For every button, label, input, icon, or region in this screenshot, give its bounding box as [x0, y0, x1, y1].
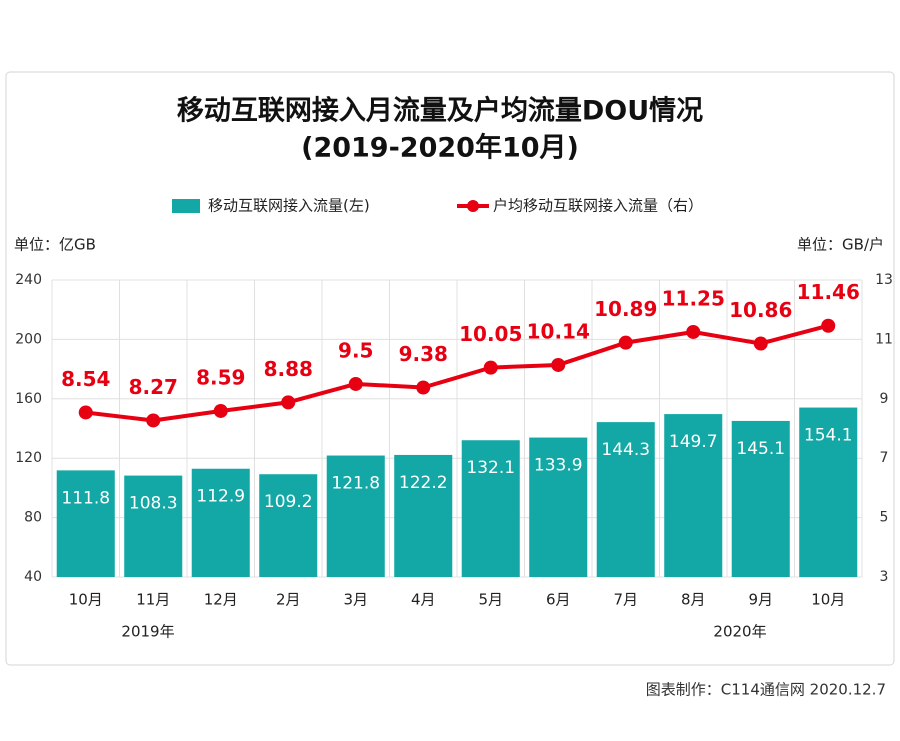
- line-value-label: 10.89: [594, 297, 657, 321]
- x-tick-label: 12月: [204, 591, 238, 609]
- x-tick-label: 8月: [681, 591, 706, 609]
- bar-value-label: 111.8: [61, 488, 110, 508]
- year-label: 2019年: [121, 623, 174, 641]
- bar: [596, 422, 655, 577]
- bar-value-label: 108.3: [129, 494, 178, 514]
- y2-tick-label: 7: [880, 450, 889, 466]
- line-value-label: 11.46: [797, 280, 860, 304]
- y-tick-label: 120: [15, 450, 42, 466]
- chart-title: 移动互联网接入月流量及户均流量DOU情况: [177, 95, 703, 127]
- y-tick-label: 200: [15, 331, 42, 347]
- bar: [664, 414, 723, 577]
- y-tick-label: 40: [24, 569, 42, 585]
- legend-label: 移动互联网接入流量(左): [208, 197, 370, 215]
- line-point: [416, 380, 431, 395]
- x-tick-label: 3月: [343, 591, 368, 609]
- line-value-label: 8.88: [264, 357, 313, 381]
- line-point: [78, 405, 93, 420]
- line-point: [618, 335, 633, 350]
- y2-tick-label: 13: [875, 272, 893, 288]
- bar-value-label: 154.1: [804, 426, 853, 446]
- line-value-label: 10.05: [459, 322, 522, 346]
- legend-swatch: [467, 200, 479, 212]
- line-value-label: 9.5: [338, 338, 373, 362]
- x-tick-label: 4月: [411, 591, 436, 609]
- line-point: [686, 324, 701, 339]
- y2-tick-label: 11: [875, 331, 893, 347]
- bar: [259, 474, 318, 577]
- bar: [56, 470, 115, 577]
- credit: 图表制作：C114通信网 2020.12.7: [646, 681, 886, 699]
- x-tick-label: 2月: [276, 591, 301, 609]
- bar-value-label: 112.9: [196, 487, 245, 507]
- line: [85, 323, 829, 423]
- y2-tick-label: 5: [880, 510, 889, 526]
- x-tick-label: 10月: [811, 591, 845, 609]
- x-tick-label: 9月: [748, 591, 773, 609]
- legend-label: 户均移动互联网接入流量（右）: [493, 197, 703, 215]
- y2-unit: 单位：GB/户: [797, 236, 884, 254]
- x-tick-label: 7月: [613, 591, 638, 609]
- line-point: [146, 413, 161, 428]
- line-value-label: 8.54: [61, 367, 110, 391]
- bar: [529, 437, 588, 577]
- bar-value-label: 109.2: [264, 492, 313, 512]
- y-tick-label: 160: [15, 391, 42, 407]
- line-point: [551, 357, 566, 372]
- bar-value-label: 122.2: [399, 473, 448, 493]
- bar: [191, 468, 250, 577]
- bar: [799, 407, 858, 577]
- bar-value-label: 121.8: [331, 474, 380, 494]
- year-label: 2020年: [713, 623, 766, 641]
- x-tick-label: 10月: [69, 591, 103, 609]
- y-tick-label: 240: [15, 272, 42, 288]
- x-tick-label: 6月: [546, 591, 571, 609]
- line-value-label: 11.25: [662, 286, 725, 310]
- x-tick-label: 11月: [136, 591, 170, 609]
- line-point: [821, 318, 836, 333]
- y2-tick-label: 9: [880, 391, 889, 407]
- bar-value-label: 144.3: [601, 440, 650, 460]
- line-value-label: 10.86: [729, 298, 792, 322]
- line-value-label: 8.59: [196, 365, 245, 389]
- bar: [326, 455, 385, 577]
- bar-value-label: 133.9: [534, 456, 583, 476]
- bar: [124, 475, 183, 577]
- line-point: [483, 360, 498, 375]
- line-value-label: 8.27: [129, 375, 178, 399]
- bar: [731, 420, 790, 577]
- line-point: [281, 395, 296, 410]
- chart-subtitle: (2019-2020年10月): [301, 132, 579, 164]
- y-unit: 单位：亿GB: [14, 236, 96, 254]
- bar-value-label: 149.7: [669, 432, 718, 452]
- line-point: [213, 403, 228, 418]
- legend-swatch: [172, 199, 200, 213]
- bar-value-label: 132.1: [466, 458, 515, 478]
- x-tick-label: 5月: [478, 591, 503, 609]
- line-value-label: 9.38: [399, 342, 448, 366]
- line-point: [753, 336, 768, 351]
- bar: [461, 440, 520, 577]
- y-tick-label: 80: [24, 510, 42, 526]
- bar: [394, 454, 453, 577]
- line-value-label: 10.14: [527, 319, 590, 343]
- y2-tick-label: 3: [880, 569, 889, 585]
- line-point: [348, 376, 363, 391]
- bar-value-label: 145.1: [736, 439, 785, 459]
